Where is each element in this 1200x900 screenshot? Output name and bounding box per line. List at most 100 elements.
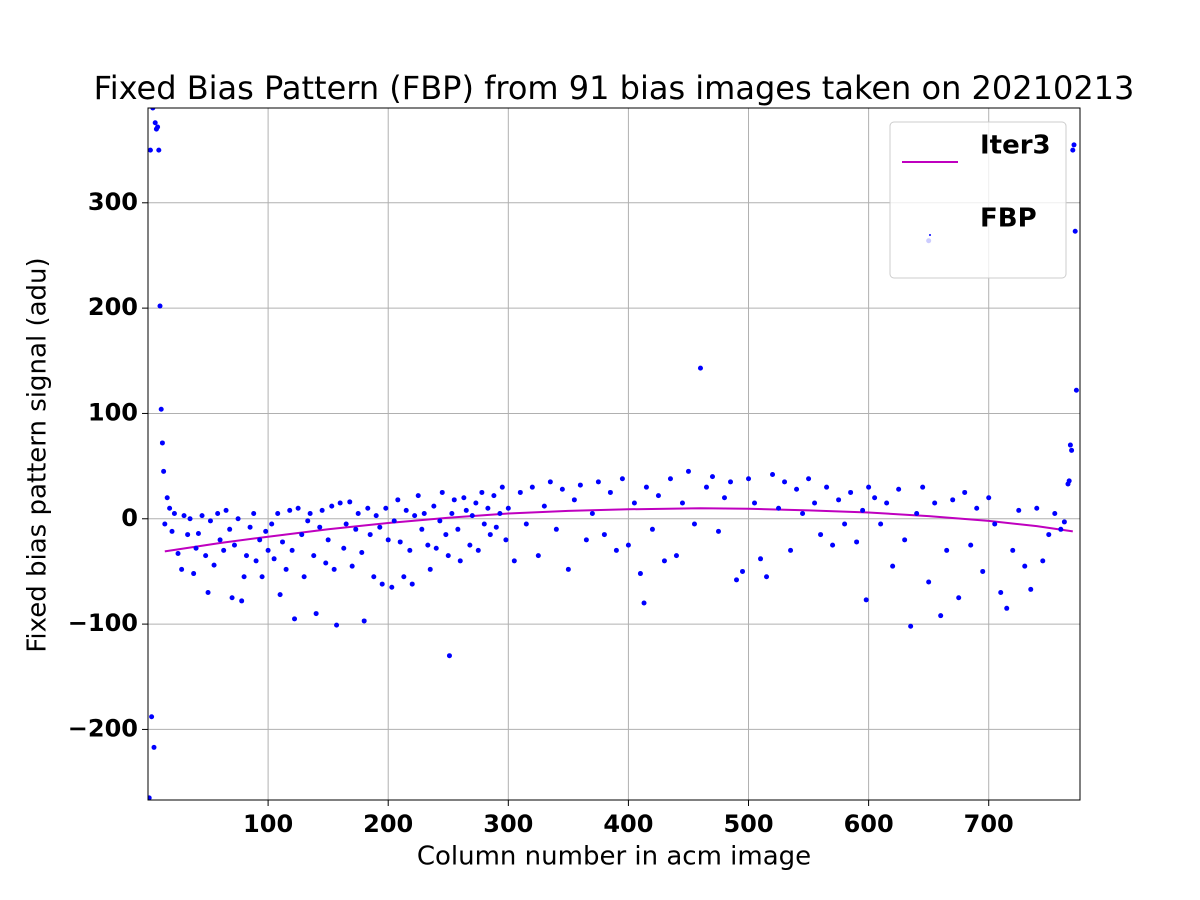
x-tick-label: 400 xyxy=(603,810,653,838)
data-point xyxy=(367,532,373,538)
data-point xyxy=(559,486,565,492)
data-point xyxy=(221,547,227,553)
data-point xyxy=(319,507,325,513)
data-point xyxy=(403,507,409,513)
data-point xyxy=(158,406,164,412)
data-point xyxy=(157,303,163,309)
data-point xyxy=(191,571,197,577)
data-point xyxy=(235,516,241,522)
data-point xyxy=(347,499,353,505)
data-point xyxy=(159,440,165,446)
x-tick-label: 100 xyxy=(243,810,293,838)
data-point xyxy=(697,365,703,371)
data-point xyxy=(463,507,469,513)
data-point xyxy=(341,545,347,551)
plot-frame xyxy=(147,107,1081,801)
data-point xyxy=(872,495,878,501)
data-point xyxy=(371,574,377,580)
data-point xyxy=(1072,228,1078,234)
plot-area xyxy=(148,108,1079,800)
data-point xyxy=(253,558,259,564)
data-point xyxy=(239,598,245,604)
data-point xyxy=(499,484,505,490)
data-point xyxy=(179,566,185,572)
data-point xyxy=(782,479,788,485)
data-point xyxy=(349,563,355,569)
data-point xyxy=(353,526,359,532)
data-point xyxy=(203,553,209,559)
y-tick-label: −200 xyxy=(68,714,138,742)
data-point xyxy=(217,537,223,543)
data-point xyxy=(305,518,311,524)
data-point xyxy=(866,484,872,490)
data-point xyxy=(1067,442,1073,448)
data-point xyxy=(485,505,491,511)
data-point xyxy=(794,486,800,492)
data-point xyxy=(425,542,431,548)
data-point xyxy=(1073,387,1079,393)
data-point xyxy=(583,537,589,543)
data-point xyxy=(529,484,535,490)
data-point xyxy=(746,476,752,482)
data-point xyxy=(812,500,818,506)
data-point xyxy=(421,511,427,517)
data-point xyxy=(607,489,613,495)
data-point xyxy=(992,521,998,527)
data-point xyxy=(673,553,679,559)
data-point xyxy=(365,505,371,511)
data-point xyxy=(251,511,257,517)
data-point xyxy=(207,518,213,524)
data-point xyxy=(187,516,193,522)
data-point xyxy=(641,600,647,606)
data-point xyxy=(169,528,175,534)
data-point xyxy=(263,528,269,534)
data-point xyxy=(199,513,205,519)
data-point xyxy=(148,795,152,800)
data-point xyxy=(401,574,407,580)
data-point xyxy=(231,542,237,548)
data-point xyxy=(443,532,449,538)
data-point xyxy=(415,493,421,499)
data-point xyxy=(776,505,782,511)
data-point xyxy=(884,500,890,506)
data-point xyxy=(854,539,860,545)
data-point xyxy=(193,545,199,551)
data-point xyxy=(517,489,523,495)
data-point xyxy=(908,623,914,629)
x-tick-label: 700 xyxy=(964,810,1014,838)
data-point xyxy=(601,532,607,538)
data-point xyxy=(902,537,908,543)
data-point xyxy=(323,560,329,566)
data-point xyxy=(691,521,697,527)
data-point xyxy=(944,547,950,553)
data-point xyxy=(299,532,305,538)
data-point xyxy=(385,537,391,543)
data-point xyxy=(541,503,547,509)
data-point xyxy=(195,531,201,537)
data-point xyxy=(734,577,740,583)
y-axis-label: Fixed bias pattern signal (adu) xyxy=(23,257,53,652)
data-point xyxy=(162,521,168,527)
data-point xyxy=(661,558,667,564)
data-point xyxy=(679,500,685,506)
data-point xyxy=(842,521,848,527)
data-point xyxy=(307,511,313,517)
data-point xyxy=(926,579,932,585)
chart-title: Fixed Bias Pattern (FBP) from 91 bias im… xyxy=(94,69,1135,107)
data-point xyxy=(523,521,529,527)
data-point xyxy=(343,521,349,527)
data-point xyxy=(156,147,162,153)
data-point xyxy=(409,581,415,587)
legend-marker xyxy=(929,234,931,236)
data-point xyxy=(595,479,601,485)
data-point xyxy=(1061,519,1067,525)
data-point xyxy=(806,476,812,482)
data-point xyxy=(337,500,343,506)
data-point xyxy=(487,532,493,538)
data-point xyxy=(446,653,452,659)
data-point xyxy=(455,526,461,532)
data-point xyxy=(860,507,866,513)
data-point xyxy=(313,611,319,617)
data-point xyxy=(155,124,161,130)
